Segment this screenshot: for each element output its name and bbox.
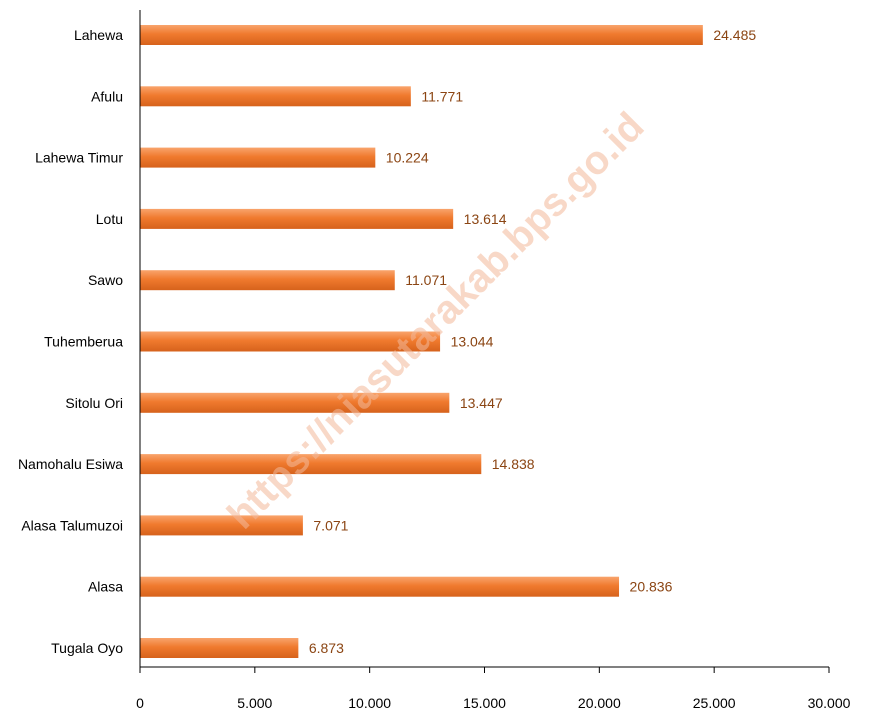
x-tick-label: 25.000 — [693, 695, 736, 711]
category-label: Tuhemberua — [44, 334, 123, 350]
x-tick-label: 20.000 — [578, 695, 621, 711]
bar-lahewa — [140, 25, 703, 45]
data-label: 24.485 — [713, 27, 756, 43]
data-label: 10.224 — [386, 150, 429, 166]
category-label: Afulu — [91, 88, 123, 104]
bar-lahewa-timur — [140, 147, 376, 168]
bar-tugala-oyo — [140, 638, 299, 658]
data-label: 11.071 — [405, 272, 447, 288]
x-axis-ticks — [139, 667, 830, 673]
x-axis-tick-labels: 0 5.000 10.000 15.000 20.000 25.000 30.000 — [136, 695, 851, 711]
data-label: 13.614 — [464, 211, 507, 227]
category-label: Namohalu Esiwa — [18, 456, 123, 472]
bar-namohalu-esiwa — [140, 454, 482, 475]
bar-sawo — [140, 270, 395, 291]
category-label: Sitolu Ori — [65, 395, 123, 411]
category-labels: Lahewa Afulu Lahewa Timur Lotu Sawo Tuhemberu… — [18, 27, 123, 656]
data-label: 7.071 — [313, 517, 348, 533]
data-label: 20.836 — [630, 579, 673, 595]
bar-sitolu-ori — [140, 392, 450, 413]
category-label: Lahewa Timur — [35, 150, 123, 166]
data-label: 14.838 — [492, 456, 535, 472]
bars-group — [140, 25, 703, 658]
data-label: 13.447 — [460, 395, 503, 411]
category-label: Tugala Oyo — [51, 640, 123, 656]
x-tick-label: 0 — [136, 695, 144, 711]
category-label: Alasa — [88, 579, 123, 595]
bar-alasa-talumuzoi — [140, 515, 303, 536]
data-label: 6.873 — [309, 640, 344, 656]
bar-lotu — [140, 208, 454, 229]
category-label: Alasa Talumuzoi — [21, 517, 123, 533]
category-label: Sawo — [88, 272, 123, 288]
x-tick-label: 5.000 — [237, 695, 272, 711]
data-label: 11.771 — [421, 88, 463, 104]
x-tick-label: 30.000 — [808, 695, 851, 711]
bar-tuhemberua — [140, 331, 441, 352]
category-label: Lahewa — [74, 27, 123, 43]
data-label: 13.044 — [451, 334, 494, 350]
x-tick-label: 15.000 — [463, 695, 506, 711]
category-label: Lotu — [96, 211, 123, 227]
x-tick-label: 10.000 — [348, 695, 391, 711]
bar-afulu — [140, 86, 411, 107]
data-labels: 24.485 11.771 10.224 13.614 11.071 13.044 13.4… — [309, 27, 757, 656]
bar-alasa — [140, 576, 620, 597]
